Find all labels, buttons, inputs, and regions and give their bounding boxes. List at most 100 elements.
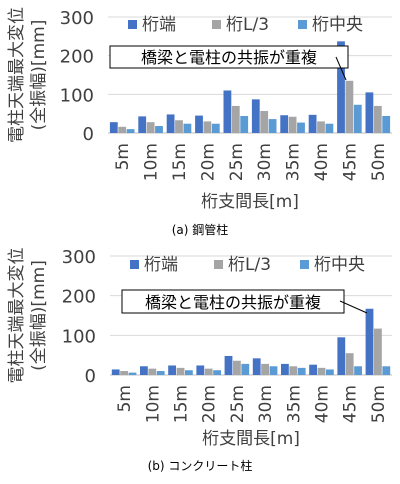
y-tick-label: 200 — [62, 287, 96, 308]
bar — [288, 116, 297, 133]
bar — [317, 121, 325, 133]
bar — [297, 367, 306, 375]
bar — [268, 119, 277, 133]
bar — [120, 371, 128, 375]
x-tick-label: 30m — [256, 385, 276, 423]
bar — [223, 90, 232, 133]
bar — [281, 363, 289, 375]
y-tick-label: 100 — [60, 85, 94, 106]
legend-swatch — [214, 260, 223, 269]
bar — [175, 120, 183, 133]
bar — [337, 41, 345, 133]
x-tick-label: 40m — [312, 143, 332, 181]
bar — [280, 115, 289, 133]
bar — [354, 366, 362, 375]
bar — [261, 363, 269, 375]
chart-a: 0 100 200 300 電柱天端最大変位 (全振幅)[mm] 5m 10m 15m 20m 25… — [7, 7, 392, 237]
bar — [309, 364, 317, 375]
bar — [166, 114, 175, 133]
bar — [118, 126, 127, 133]
x-tick-label: 15m — [172, 385, 192, 423]
bar — [382, 366, 391, 375]
annotation-box — [109, 45, 349, 69]
x-tick-label: 45m — [341, 385, 361, 423]
bar — [260, 110, 269, 133]
bar — [382, 115, 391, 133]
y-axis-label: (全振幅)[mm] — [29, 260, 49, 371]
annotation-text: 橋梁と電柱の共振が重複 — [141, 48, 317, 67]
chart-b: 0 100 200 300 電柱天端最大変位 (全振幅)[mm] 5m 10m 15m 20m 25… — [7, 247, 392, 473]
y-axis-label: 電柱天端最大変位 — [7, 7, 27, 143]
y-tick-label: 300 — [62, 247, 96, 268]
x-tick-label: 25m — [227, 143, 247, 181]
bar — [211, 123, 220, 133]
bar — [183, 123, 192, 133]
bar — [289, 366, 298, 375]
x-tick-label: 5m — [115, 385, 135, 412]
x-tick-label: 10m — [143, 385, 163, 423]
x-tick-label: 40m — [313, 385, 333, 423]
bar — [156, 371, 165, 375]
x-tick-label: 15m — [170, 143, 190, 181]
y-tick-label: 200 — [60, 47, 94, 68]
bar — [203, 121, 212, 133]
bar — [224, 355, 233, 375]
y-tick-label: 100 — [62, 326, 96, 347]
bar — [251, 99, 260, 133]
y-axis-label: (全振幅)[mm] — [29, 20, 49, 131]
legend-swatch — [130, 260, 139, 269]
x-tick-label: 50m — [369, 143, 389, 181]
bar — [140, 366, 148, 375]
legend-swatch — [128, 20, 137, 29]
y-axis-label: 電柱天端最大変位 — [7, 248, 27, 384]
bar — [241, 363, 250, 375]
bar — [374, 328, 382, 375]
bar — [204, 368, 213, 375]
bar — [326, 369, 334, 375]
legend-label: 桁中央 — [312, 15, 363, 35]
x-tick-label: 35m — [284, 143, 304, 181]
legend-label: 桁端 — [142, 15, 176, 35]
bar — [128, 372, 137, 375]
bar — [126, 129, 135, 133]
x-tick-label: 10m — [142, 143, 162, 181]
bar — [233, 360, 241, 375]
x-tick-label: 5m — [113, 143, 133, 170]
bar — [269, 366, 278, 375]
chart-caption: (b) コンクリート柱 — [148, 458, 253, 473]
bar — [337, 337, 346, 375]
x-tick-label: 35m — [284, 385, 304, 423]
bar — [111, 369, 120, 375]
annotation-pointer — [339, 300, 368, 314]
annotation-pointer — [335, 56, 347, 81]
y-tick-label: 0 — [85, 366, 96, 387]
bar — [176, 367, 185, 375]
x-axis-label: 桁支間長[m] — [201, 192, 299, 212]
bar — [373, 105, 382, 133]
bar — [155, 126, 163, 133]
bar — [168, 365, 176, 375]
x-tick-label: 50m — [369, 385, 389, 423]
bar — [252, 358, 261, 375]
bar — [325, 123, 334, 133]
bar — [213, 370, 221, 375]
bar — [345, 353, 354, 375]
legend-swatch — [300, 260, 309, 269]
x-axis-label: 桁支間長[m] — [202, 429, 300, 449]
y-tick-label: 0 — [83, 124, 94, 145]
x-tick-label: 20m — [200, 385, 220, 423]
annotation-box — [121, 289, 345, 314]
bar — [308, 114, 317, 133]
bar — [231, 105, 240, 133]
x-tick-label: 20m — [198, 143, 218, 181]
legend-label: 桁端 — [144, 255, 178, 275]
bar — [185, 370, 193, 375]
y-tick-label: 300 — [60, 8, 94, 29]
bar — [345, 80, 354, 133]
legend-label: 桁L/3 — [226, 15, 269, 35]
bar — [146, 122, 155, 133]
legend-label: 桁L/3 — [228, 255, 271, 275]
x-tick-label: 30m — [255, 143, 275, 181]
